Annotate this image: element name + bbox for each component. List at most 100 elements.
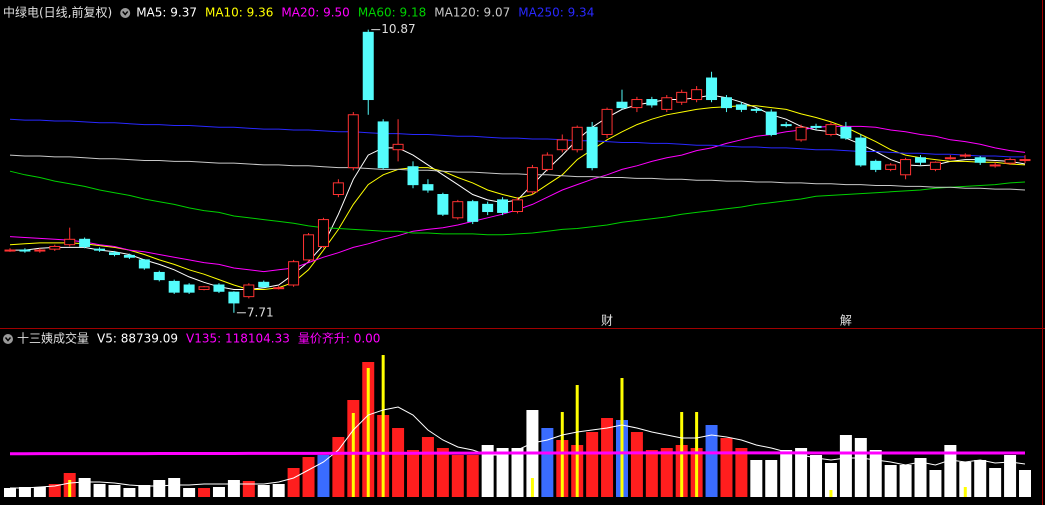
volume-bar <box>451 455 464 497</box>
volume-bar <box>183 488 196 497</box>
volume-bar <box>780 450 793 497</box>
candle-body <box>795 126 807 141</box>
volume-bar <box>750 460 763 497</box>
signal-bar <box>963 487 967 497</box>
candle-body <box>541 154 553 170</box>
candle-body <box>765 111 777 135</box>
candle-body <box>706 77 718 101</box>
candle-body <box>467 201 479 222</box>
volume-bar <box>645 450 658 497</box>
candle-body <box>691 89 703 101</box>
volume-bar <box>1019 470 1031 497</box>
legend-entry: MA20: 9.50 <box>281 6 349 20</box>
candle-body <box>422 184 434 191</box>
volume-bar <box>317 455 330 497</box>
panel-title: 中绿电(日线,前复权) <box>3 5 112 20</box>
signal-bar <box>680 412 684 497</box>
signal-bar <box>560 412 564 497</box>
candle-body <box>631 99 643 109</box>
candle-body <box>153 271 165 281</box>
volume-bar <box>93 484 106 497</box>
volume-bar <box>257 485 270 497</box>
ma-line <box>9 170 1026 236</box>
volume-bar <box>914 458 927 497</box>
volume-bar <box>481 445 494 497</box>
candle-body <box>347 114 359 169</box>
candle-body <box>720 97 732 109</box>
candle-body <box>1004 159 1016 164</box>
candle-body <box>198 286 210 290</box>
volume-bar <box>630 432 643 497</box>
volume-bar <box>899 465 912 497</box>
candle-body <box>377 121 389 169</box>
candle-body <box>183 284 195 293</box>
panel-title: 十三姨成交量 <box>17 331 89 346</box>
candle-body <box>661 97 673 110</box>
volume-bar <box>466 455 479 497</box>
signal-bar <box>68 480 72 497</box>
volume-bar <box>302 457 315 497</box>
candle-body <box>825 124 837 135</box>
volume-bar <box>153 480 166 497</box>
candle-body <box>482 203 494 213</box>
candle-body <box>735 104 747 110</box>
volume-bar <box>18 487 31 497</box>
ma-line <box>9 154 1026 191</box>
volume-bar <box>138 485 151 497</box>
legend-entry: MA10: 9.36 <box>205 6 273 20</box>
ma-line <box>9 118 1025 158</box>
candle-body <box>34 249 46 252</box>
candle-body <box>243 284 255 298</box>
signal-bar <box>381 355 385 497</box>
candle-body <box>407 166 419 186</box>
volume-bar <box>212 487 225 497</box>
signal-bar <box>829 490 833 497</box>
high-annotation: 10.87 <box>381 22 415 36</box>
candle-body <box>213 284 225 292</box>
volume-line <box>10 406 1026 489</box>
volume-bar <box>541 428 554 497</box>
candle-body <box>885 164 897 170</box>
candle-body <box>123 254 135 258</box>
candle-body <box>900 159 912 176</box>
candle-body <box>810 125 822 128</box>
legend-entry: MA250: 9.34 <box>518 6 594 20</box>
candle-body <box>437 194 449 215</box>
volume-bar <box>33 487 46 497</box>
volume-bar <box>586 432 599 497</box>
candle-body <box>646 99 658 106</box>
candle-body <box>258 281 270 288</box>
candle-body <box>974 157 986 163</box>
volume-bar <box>1004 455 1017 497</box>
candle-body <box>601 108 613 135</box>
candle-body <box>676 91 688 103</box>
menu-icon <box>120 8 131 18</box>
menu-icon <box>3 334 13 344</box>
volume-bar <box>421 437 434 497</box>
volume-bar <box>168 478 181 497</box>
candle-body <box>571 126 583 151</box>
volume-bar <box>392 428 405 497</box>
signal-bar <box>366 368 370 497</box>
volume-bar <box>242 481 255 497</box>
volume-line <box>10 451 1025 456</box>
volume-bar <box>824 463 837 497</box>
signal-bar <box>530 478 534 497</box>
candle-body <box>840 126 852 139</box>
candle-body <box>94 248 106 251</box>
volume-bar <box>601 418 614 497</box>
candle-body <box>855 137 867 166</box>
candle-body <box>497 199 509 213</box>
candle-body <box>168 280 180 293</box>
candle-body <box>108 252 120 256</box>
volume-bar <box>407 450 420 497</box>
volume-bar <box>869 450 882 497</box>
volume-bar <box>959 462 972 497</box>
volume-bar <box>660 448 673 497</box>
volume-bar <box>974 460 987 497</box>
volume-bar <box>511 448 524 497</box>
candle-body <box>452 201 464 219</box>
volume-bar <box>944 445 957 497</box>
